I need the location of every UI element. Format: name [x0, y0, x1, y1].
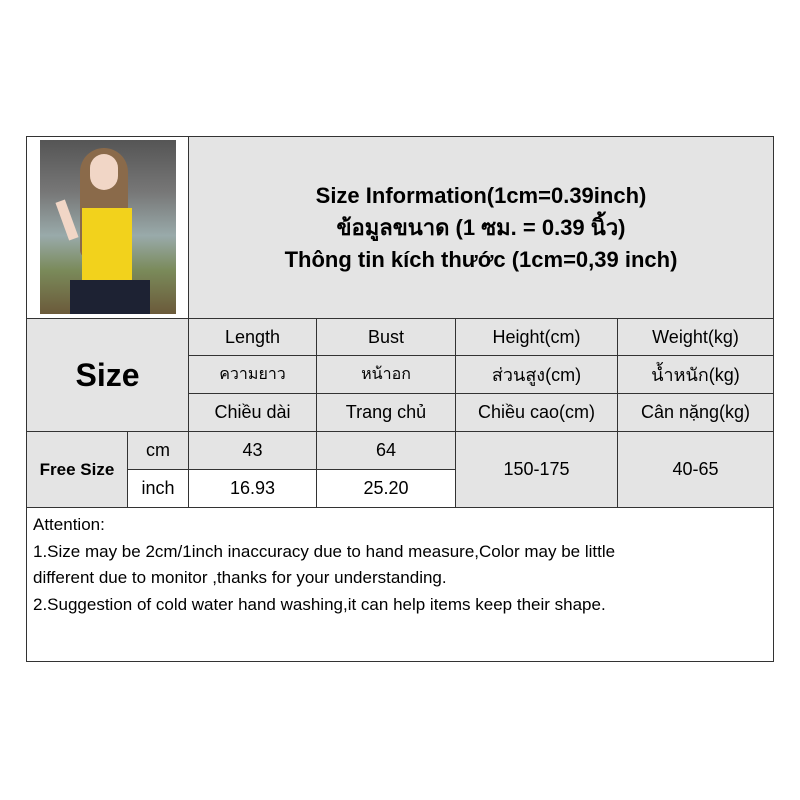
length-inch: 16.93	[188, 469, 317, 508]
size-name: Free Size	[26, 431, 128, 508]
title-th: ข้อมูลขนาด (1 ซม. = 0.39 นิ้ว)	[336, 214, 626, 240]
notes-line-1: 1.Size may be 2cm/1inch inaccuracy due t…	[33, 541, 616, 561]
title-vi: Thông tin kích thước (1cm=0,39 inch)	[284, 246, 678, 272]
notes-heading: Attention:	[33, 515, 105, 534]
unit-inch: inch	[127, 469, 189, 508]
col-weight-th: น้ำหนัก(kg)	[617, 355, 774, 394]
weight-range: 40-65	[617, 431, 774, 508]
title-en: Size Information(1cm=0.39inch)	[315, 182, 647, 208]
col-bust-en: Bust	[316, 318, 456, 356]
col-height-th: ส่วนสูง(cm)	[455, 355, 618, 394]
bust-cm: 64	[316, 431, 456, 470]
notes-line-2: different due to monitor ,thanks for you…	[33, 568, 447, 587]
col-weight-en: Weight(kg)	[617, 318, 774, 356]
col-bust-th: หน้าอก	[316, 355, 456, 394]
bust-inch: 25.20	[316, 469, 456, 508]
col-length-en: Length	[188, 318, 317, 356]
col-bust-vi: Trang chủ	[316, 393, 456, 432]
height-range: 150-175	[455, 431, 618, 508]
col-height-vi: Chiều cao(cm)	[455, 393, 618, 432]
attention-notes: Attention: 1.Size may be 2cm/1inch inacc…	[26, 507, 774, 662]
col-height-en: Height(cm)	[455, 318, 618, 356]
title-cell: Size Information(1cm=0.39inch) ข้อมูลขนา…	[188, 136, 774, 319]
size-header: Size	[26, 318, 189, 432]
length-cm: 43	[188, 431, 317, 470]
notes-line-3: 2.Suggestion of cold water hand washing,…	[33, 594, 606, 614]
product-photo	[40, 140, 176, 314]
col-length-vi: Chiều dài	[188, 393, 317, 432]
col-weight-vi: Cân nặng(kg)	[617, 393, 774, 432]
col-length-th: ความยาว	[188, 355, 317, 394]
unit-cm: cm	[127, 431, 189, 470]
